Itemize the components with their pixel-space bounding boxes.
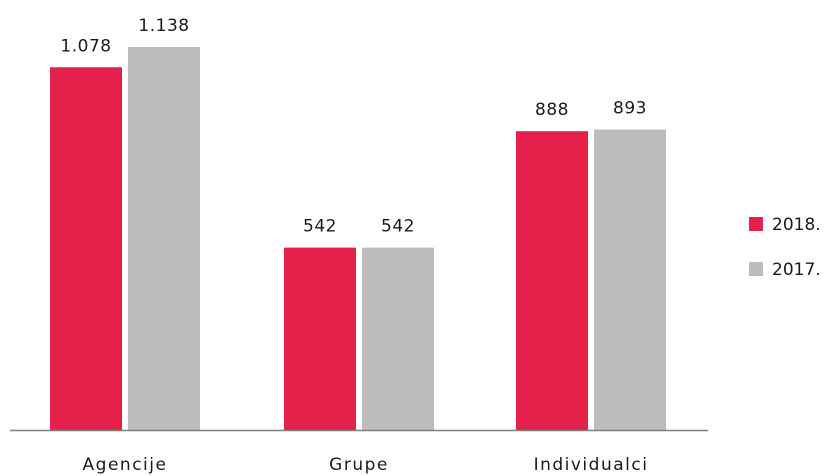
value-label-grupe-2017: 542 [381,217,415,237]
legend-label-2018: 2018. [772,215,821,235]
legend-label-2017: 2017. [772,260,821,280]
category-labels-group: Agencije Grupe Individualci [83,455,649,475]
value-labels-group: 1.078 1.138 542 542 888 893 [60,16,647,237]
value-label-individualci-2017: 893 [613,99,647,119]
category-label-individualci: Individualci [534,455,649,475]
legend-swatch-2018 [749,217,763,231]
bar-grupe-2018 [284,247,356,430]
value-label-individualci-2018: 888 [535,100,569,120]
value-label-agencije-2018: 1.078 [60,36,111,56]
legend-swatch-2017 [749,262,763,276]
bar-agencije-2017 [128,47,200,431]
bar-grupe-2017 [362,247,434,430]
value-label-agencije-2017: 1.138 [138,16,189,36]
category-label-grupe: Grupe [329,455,389,475]
bars-group [50,47,666,431]
bar-individualci-2017 [594,129,666,430]
legend: 2018. 2017. [749,215,821,280]
value-label-grupe-2018: 542 [303,217,337,237]
category-label-agencije: Agencije [83,455,168,475]
bar-individualci-2018 [516,131,588,431]
bar-agencije-2018 [50,67,122,431]
